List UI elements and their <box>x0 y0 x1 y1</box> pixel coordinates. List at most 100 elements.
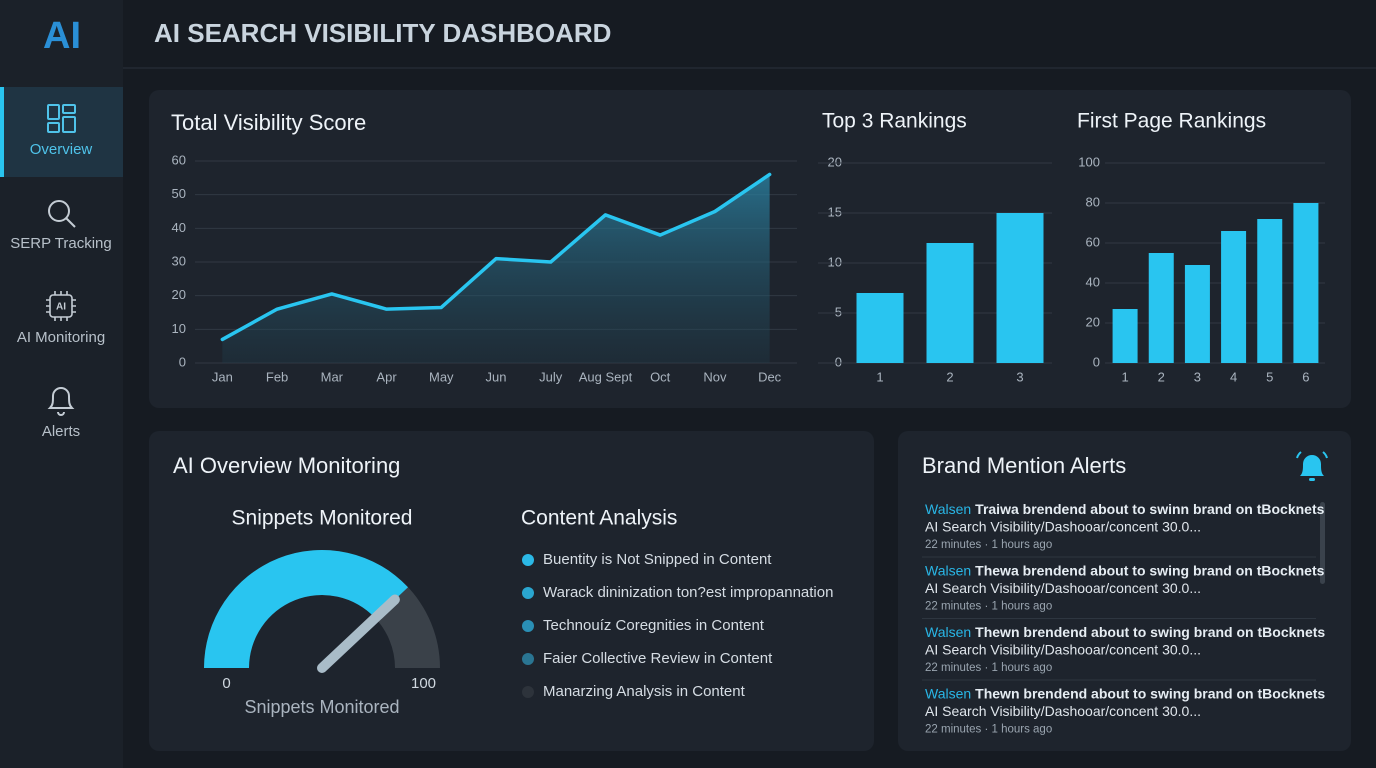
nav-active-accent <box>0 87 4 177</box>
y-tick-label: 0 <box>1093 354 1100 369</box>
alert-text: Thewn brendend about to swing brand on t… <box>975 685 1325 701</box>
x-tick-label: 5 <box>1266 369 1273 384</box>
y-tick-label: 10 <box>172 321 186 336</box>
y-tick-label: 10 <box>828 254 842 269</box>
x-tick-label: Aug Sept <box>579 369 633 384</box>
line <box>220 172 772 342</box>
icon-search <box>48 200 76 228</box>
section-title: Content Analysis <box>521 507 677 530</box>
x-tick-label: 4 <box>1230 369 1237 384</box>
gauge-tick-label: 100 <box>411 675 436 692</box>
x-tick-label: 2 <box>946 369 953 384</box>
x-tick-label: Jun <box>486 369 507 384</box>
x-tick-label: May <box>429 369 454 384</box>
nav-active-bg <box>0 87 123 177</box>
x-tick-label: Mar <box>321 369 344 384</box>
nav-item[interactable]: AI Monitoring <box>17 329 105 346</box>
card-monitoring <box>149 431 874 751</box>
analysis-item: Warack dininization ton?est impropannati… <box>543 584 833 601</box>
y-tick-label: 60 <box>1086 234 1100 249</box>
legend-dot <box>522 587 534 599</box>
alert-source: Walsen <box>925 501 971 517</box>
area <box>222 174 770 363</box>
y-tick-label: 60 <box>172 152 186 167</box>
alert-time: 22 minutes · 1 hours ago <box>925 601 1052 613</box>
bar <box>1184 265 1210 363</box>
alert-source: Walsen <box>925 685 971 701</box>
x-tick-label: Feb <box>266 369 288 384</box>
bar <box>1293 203 1319 363</box>
icon-ai-text: AI <box>56 302 66 313</box>
y-tick-label: 20 <box>828 154 842 169</box>
gauge-value <box>204 550 409 668</box>
logo: AI <box>43 15 81 57</box>
analysis-item: Technouíz Coregnities in Content <box>543 617 765 634</box>
gauge-label: Snippets Monitored <box>244 697 399 717</box>
alert-text: Thewa brendend about to swing brand on t… <box>975 562 1324 578</box>
x-tick-label: Jan <box>212 369 233 384</box>
page-title: AI SEARCH VISIBILITY DASHBOARD <box>154 18 611 48</box>
x-tick-label: July <box>539 369 563 384</box>
x-tick-label: 3 <box>1016 369 1023 384</box>
x-tick-label: Apr <box>376 369 397 384</box>
gauge-tick-label: 0 <box>222 675 230 692</box>
y-tick-label: 80 <box>1086 194 1100 209</box>
alert-headline: Walsen Thewn brendend about to swing bran… <box>925 624 1325 640</box>
chart-title: Snippets Monitored <box>232 507 413 530</box>
legend-dot <box>522 686 534 698</box>
nav-item[interactable]: Alerts <box>42 423 80 440</box>
bar <box>996 213 1044 363</box>
icon-bell <box>47 387 75 416</box>
analysis-item: Faier Collective Review in Content <box>543 650 773 667</box>
y-tick-label: 40 <box>172 220 186 235</box>
x-tick-label: 2 <box>1158 369 1165 384</box>
y-tick-label: 50 <box>172 186 186 201</box>
bar <box>1257 219 1283 363</box>
y-tick-label: 40 <box>1086 274 1100 289</box>
legend-dot <box>522 554 534 566</box>
x-tick-label: 3 <box>1194 369 1201 384</box>
icon-ai <box>46 291 76 321</box>
gauge-needle <box>317 594 400 673</box>
x-tick-label: Oct <box>650 369 671 384</box>
x-tick-label: 1 <box>1121 369 1128 384</box>
card-title: Brand Mention Alerts <box>922 453 1126 478</box>
y-tick-label: 20 <box>1086 314 1100 329</box>
nav-item[interactable]: SERP Tracking <box>10 235 111 252</box>
bar <box>1148 253 1174 363</box>
alert-headline: Walsen Thewa brendend about to swing bran… <box>925 562 1325 578</box>
y-tick-label: 15 <box>828 204 842 219</box>
card-title: AI Overview Monitoring <box>173 453 400 478</box>
y-tick-label: 5 <box>835 304 842 319</box>
alert-detail: AI Search Visibility/Dashooar/concent 30… <box>925 703 1201 719</box>
alert-text: Traiwa brendend about to swinn brand on … <box>975 501 1324 517</box>
bar <box>1221 231 1247 363</box>
analysis-item: Buentity is Not Snipped in Content <box>543 551 772 568</box>
alert-detail: AI Search Visibility/Dashooar/concent 30… <box>925 642 1201 658</box>
chart-title: Top 3 Rankings <box>822 110 967 133</box>
bar <box>1112 309 1138 363</box>
bar <box>856 293 904 363</box>
icon-alert-bell <box>1296 451 1328 481</box>
alert-headline: Walsen Traiwa brendend about to swinn bra… <box>925 501 1325 517</box>
alert-time: 22 minutes · 1 hours ago <box>925 539 1052 551</box>
x-tick-label: Nov <box>703 369 727 384</box>
alert-detail: AI Search Visibility/Dashooar/concent 30… <box>925 519 1201 535</box>
alert-detail: AI Search Visibility/Dashooar/concent 30… <box>925 580 1201 596</box>
x-tick-label: 6 <box>1302 369 1309 384</box>
x-tick-label: 1 <box>876 369 883 384</box>
alert-time: 22 minutes · 1 hours ago <box>925 662 1052 674</box>
alert-time: 22 minutes · 1 hours ago <box>925 724 1052 736</box>
card-alerts <box>898 431 1351 751</box>
x-tick-label: Dec <box>758 369 782 384</box>
chart-title: First Page Rankings <box>1077 110 1266 133</box>
legend-dot <box>522 653 534 665</box>
chart-title: Total Visibility Score <box>171 110 366 135</box>
y-tick-label: 30 <box>172 253 186 268</box>
alert-source: Walsen <box>925 562 971 578</box>
y-tick-label: 20 <box>172 287 186 302</box>
alert-text: Thewn brendend about to swing brand on t… <box>975 624 1325 640</box>
nav-item[interactable]: Overview <box>30 141 93 158</box>
